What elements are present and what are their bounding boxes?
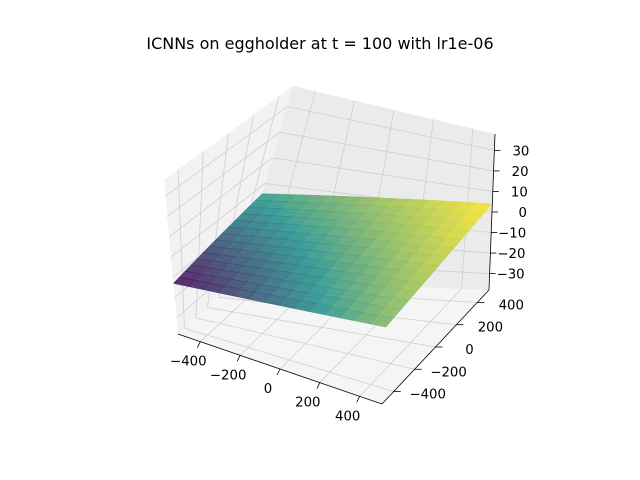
x-tick-label: 200 xyxy=(295,396,320,411)
y-tick-label: 200 xyxy=(478,321,503,336)
grid-z-back xyxy=(287,106,495,151)
grid-z-back xyxy=(279,131,494,172)
x-tick-label: 0 xyxy=(264,382,272,397)
pane-floor xyxy=(178,281,489,404)
grid-z-left xyxy=(167,131,280,217)
y-tick-label: −400 xyxy=(409,388,446,403)
z-tick-label: 10 xyxy=(511,185,528,200)
grid-y-floor xyxy=(207,307,436,348)
x-tick-label: −400 xyxy=(170,355,207,370)
grid-z-left xyxy=(165,106,288,197)
z-tick-label: 20 xyxy=(512,165,529,180)
y-tick-label: 400 xyxy=(499,298,524,313)
grid-z-left xyxy=(168,157,273,238)
x-tick-mark xyxy=(276,368,281,376)
surface xyxy=(173,193,493,328)
x-tick-label: −200 xyxy=(210,368,247,383)
chart-title: ICNNs on eggholder at t = 100 with lr1e-… xyxy=(146,34,493,53)
x-tick-mark xyxy=(236,355,241,362)
z-tick-label: −20 xyxy=(497,247,525,262)
x-tick-mark xyxy=(356,396,361,403)
grid-z-left xyxy=(170,183,266,258)
z-tick-label: −30 xyxy=(497,268,525,283)
y-tick-label: −200 xyxy=(430,365,467,380)
grid-z-back xyxy=(272,157,493,192)
z-tick-label: 0 xyxy=(519,206,527,221)
z-tick-label: −10 xyxy=(498,227,526,242)
x-tick-mark xyxy=(316,382,321,389)
surface-facet xyxy=(370,315,394,328)
grid-y-floor xyxy=(195,317,415,370)
y-tick-label: 0 xyxy=(465,343,473,358)
x-tick-mark xyxy=(196,341,201,348)
grid-y-floor xyxy=(184,327,394,392)
tick-labels: −400−2000200400−400−2000200400−30−20−100… xyxy=(170,144,529,424)
z-tick-label: 30 xyxy=(512,144,529,159)
x-tick-label: 400 xyxy=(335,409,360,424)
